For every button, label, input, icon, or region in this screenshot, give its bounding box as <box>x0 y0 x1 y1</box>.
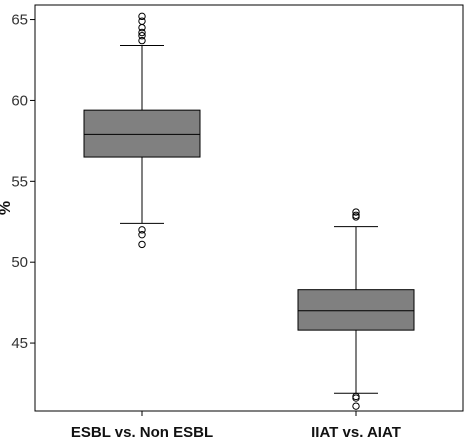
outlier-point <box>352 402 360 410</box>
outlier-point <box>138 32 146 40</box>
outlier-point <box>352 213 360 221</box>
outlier-point <box>138 23 146 32</box>
outlier-point <box>352 394 360 402</box>
outlier-point <box>138 12 146 21</box>
y-axis-ticks: 45 50 55 60 65 <box>11 12 35 352</box>
plot-frame <box>34 4 464 412</box>
y-tick-label: 60 <box>11 92 28 109</box>
outlier-point <box>352 208 360 216</box>
outlier-point <box>138 17 146 25</box>
outlier-point <box>138 36 146 45</box>
y-tick-label: 50 <box>11 254 28 271</box>
y-axis-title-group: % <box>0 201 14 215</box>
box-group <box>297 208 415 410</box>
y-tick-label: 55 <box>11 173 28 190</box>
x-category-label: ESBL vs. Non ESBL <box>71 424 213 441</box>
box-iqr <box>83 109 201 158</box>
box-group <box>83 12 201 249</box>
outlier-point <box>138 240 146 249</box>
boxes <box>83 12 415 410</box>
outlier-point <box>138 28 146 37</box>
y-tick-label: 45 <box>11 335 28 352</box>
outlier-point <box>138 226 146 234</box>
box-iqr <box>297 289 415 331</box>
y-tick-label: 65 <box>11 12 28 29</box>
outlier-point <box>138 230 146 239</box>
x-axis-labels: ESBL vs. Non ESBL IIAT vs. AIAT <box>71 411 401 441</box>
y-axis-title: % <box>0 201 14 215</box>
x-category-label: IIAT vs. AIAT <box>311 424 401 441</box>
